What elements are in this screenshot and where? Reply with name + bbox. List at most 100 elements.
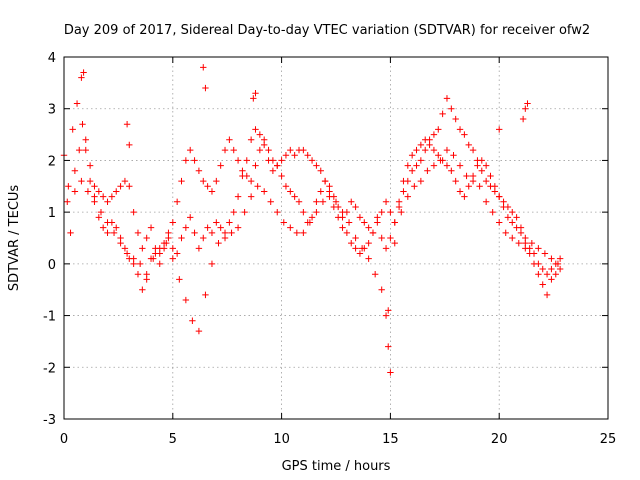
data-point bbox=[352, 234, 359, 242]
data-point bbox=[221, 234, 229, 242]
data-point bbox=[352, 203, 359, 211]
data-point bbox=[117, 239, 124, 247]
data-point bbox=[437, 157, 444, 164]
data-point bbox=[365, 224, 372, 231]
data-point bbox=[97, 208, 105, 216]
data-point bbox=[165, 229, 172, 237]
data-point bbox=[278, 157, 285, 164]
data-point bbox=[339, 208, 346, 216]
data-point bbox=[411, 183, 418, 190]
data-point bbox=[369, 229, 377, 237]
data-point bbox=[178, 234, 185, 242]
data-point bbox=[343, 229, 351, 237]
data-point bbox=[400, 188, 407, 195]
data-point bbox=[513, 214, 520, 221]
data-point bbox=[69, 126, 76, 133]
data-point bbox=[291, 152, 298, 159]
data-point bbox=[308, 157, 316, 164]
data-point bbox=[208, 260, 216, 268]
data-point bbox=[121, 245, 129, 252]
y-tick-label: 2 bbox=[48, 154, 56, 169]
data-point bbox=[134, 229, 142, 237]
data-point bbox=[496, 193, 503, 200]
data-point bbox=[439, 110, 446, 118]
data-point bbox=[243, 157, 250, 164]
data-point bbox=[524, 100, 531, 107]
data-point bbox=[408, 152, 416, 159]
data-point bbox=[378, 208, 385, 216]
data-point bbox=[509, 208, 516, 216]
data-point bbox=[130, 255, 137, 262]
data-point bbox=[91, 198, 98, 205]
data-point bbox=[413, 162, 420, 169]
data-point bbox=[104, 198, 111, 205]
data-point bbox=[348, 198, 355, 205]
data-point bbox=[300, 229, 307, 237]
data-point bbox=[169, 245, 176, 252]
grid-lines bbox=[64, 57, 608, 419]
y-tick-label: -3 bbox=[43, 413, 56, 428]
x-tick-label: 25 bbox=[600, 432, 617, 447]
data-point bbox=[556, 255, 564, 262]
x-tick-label: 5 bbox=[169, 432, 177, 447]
data-point bbox=[387, 369, 394, 376]
data-point bbox=[478, 157, 485, 164]
data-point bbox=[352, 245, 359, 252]
data-point bbox=[274, 162, 281, 169]
data-point bbox=[71, 167, 79, 174]
data-point bbox=[443, 146, 451, 154]
data-point bbox=[404, 162, 412, 169]
data-point bbox=[548, 276, 555, 283]
data-point bbox=[552, 271, 559, 278]
data-point bbox=[356, 214, 364, 221]
data-point bbox=[230, 146, 237, 154]
data-point bbox=[435, 152, 442, 159]
data-point bbox=[134, 271, 142, 278]
x-tick-label: 0 bbox=[60, 432, 68, 447]
data-point bbox=[469, 177, 477, 185]
data-point bbox=[293, 229, 301, 237]
data-point bbox=[313, 208, 320, 216]
data-point bbox=[287, 188, 294, 195]
data-point bbox=[278, 172, 285, 180]
data-point bbox=[250, 95, 257, 102]
data-point bbox=[556, 265, 564, 273]
data-point bbox=[319, 198, 327, 205]
data-point bbox=[104, 229, 111, 237]
data-point bbox=[496, 219, 503, 226]
data-point bbox=[417, 177, 425, 185]
data-point bbox=[526, 250, 533, 257]
data-point bbox=[169, 219, 176, 226]
data-point bbox=[308, 214, 316, 221]
data-point bbox=[252, 162, 259, 169]
data-point bbox=[202, 291, 209, 299]
x-tick-labels: 0 5 10 15 20 25 bbox=[60, 432, 616, 447]
data-point bbox=[150, 255, 157, 262]
data-point bbox=[113, 224, 120, 231]
data-point bbox=[398, 208, 405, 216]
data-point bbox=[500, 203, 507, 211]
data-point bbox=[195, 327, 203, 335]
data-point bbox=[260, 188, 268, 195]
data-point bbox=[424, 167, 431, 174]
data-point bbox=[204, 224, 211, 231]
data-point bbox=[234, 157, 242, 164]
data-point bbox=[202, 84, 209, 92]
data-point bbox=[208, 188, 216, 195]
data-point bbox=[139, 286, 146, 293]
data-point bbox=[517, 229, 525, 237]
data-point bbox=[554, 260, 562, 268]
data-point bbox=[86, 177, 94, 185]
data-point bbox=[541, 250, 549, 257]
data-point bbox=[456, 162, 464, 169]
data-point bbox=[173, 198, 181, 205]
data-point bbox=[267, 198, 274, 205]
data-point bbox=[482, 162, 490, 169]
data-point bbox=[461, 131, 468, 138]
data-point bbox=[228, 229, 235, 237]
data-point bbox=[260, 136, 268, 143]
y-tick-label: 1 bbox=[48, 206, 56, 221]
data-point bbox=[509, 234, 516, 242]
data-point bbox=[422, 136, 429, 143]
